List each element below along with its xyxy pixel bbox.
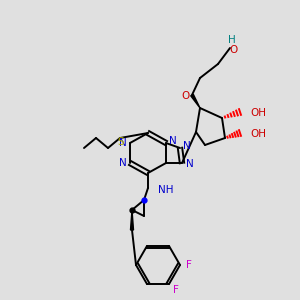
- Text: O: O: [229, 45, 237, 55]
- Text: F: F: [186, 260, 192, 270]
- Text: O: O: [182, 91, 190, 101]
- Polygon shape: [130, 210, 134, 230]
- Polygon shape: [191, 94, 200, 108]
- Text: N: N: [169, 136, 177, 146]
- Text: N: N: [119, 138, 127, 148]
- Text: S: S: [118, 137, 124, 147]
- Text: OH: OH: [250, 129, 266, 139]
- Text: OH: OH: [250, 108, 266, 118]
- Text: N: N: [119, 158, 127, 168]
- Text: H: H: [228, 35, 236, 45]
- Text: N: N: [183, 141, 191, 151]
- Text: NH: NH: [158, 185, 173, 195]
- Text: N: N: [186, 159, 194, 169]
- Text: F: F: [173, 285, 179, 295]
